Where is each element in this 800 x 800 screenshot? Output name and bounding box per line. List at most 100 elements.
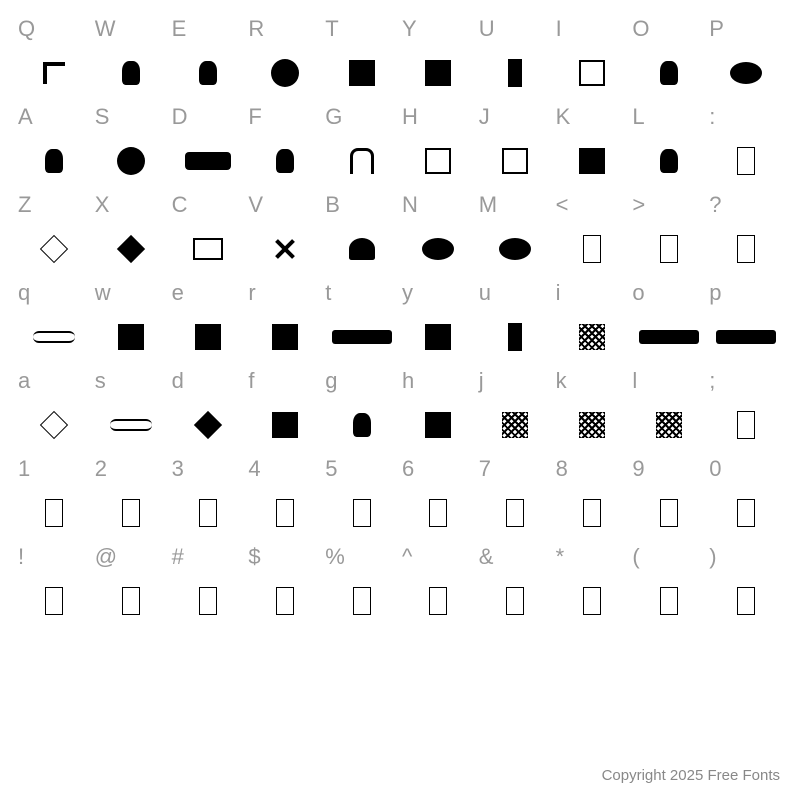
- char-label-text: g: [325, 368, 337, 394]
- glyph-cell: [400, 46, 477, 100]
- char-label: r: [246, 276, 323, 310]
- char-label-text: ;: [709, 368, 715, 394]
- sq-frame-ornament-icon: [425, 148, 451, 174]
- char-label-text: I: [556, 16, 562, 42]
- char-label-text: <: [556, 192, 569, 218]
- char-label: ^: [400, 540, 477, 574]
- glyph-cell: [170, 398, 247, 452]
- sq-ornament-icon: [272, 412, 298, 438]
- glyph-cell: [16, 398, 93, 452]
- char-label-text: a: [18, 368, 30, 394]
- char-label-text: D: [172, 104, 188, 130]
- glyph-cell: [93, 310, 170, 364]
- glyph-cell: [630, 310, 707, 364]
- char-label-text: A: [18, 104, 33, 130]
- glyph-cell: [707, 310, 784, 364]
- sq-ornament-icon: [195, 324, 221, 350]
- glyph-cell: [707, 486, 784, 540]
- char-label: Q: [16, 12, 93, 46]
- glyph-cell: [477, 486, 554, 540]
- char-label-text: P: [709, 16, 724, 42]
- glyph-cell: [400, 134, 477, 188]
- glyph-cell: [93, 222, 170, 276]
- char-label-text: G: [325, 104, 342, 130]
- glyph-cell: [477, 310, 554, 364]
- char-label: Y: [400, 12, 477, 46]
- glyph-cell: [246, 222, 323, 276]
- char-label: L: [630, 100, 707, 134]
- glyph-cell: [554, 222, 631, 276]
- bird-ornament-icon: [199, 61, 217, 85]
- char-label: ): [707, 540, 784, 574]
- glyph-cell: [400, 486, 477, 540]
- glyph-cell: [93, 398, 170, 452]
- char-label-text: %: [325, 544, 345, 570]
- glyph-cell: [707, 574, 784, 628]
- char-label: o: [630, 276, 707, 310]
- char-label-text: 0: [709, 456, 721, 482]
- arch-ornament-icon: [350, 148, 374, 174]
- empty-glyph-icon: [429, 499, 447, 527]
- sq-ornament-icon: [579, 148, 605, 174]
- char-label: 1: [16, 452, 93, 486]
- char-label: >: [630, 188, 707, 222]
- flourish-ornament-icon: [110, 415, 152, 435]
- char-label-text: U: [479, 16, 495, 42]
- bird-ornament-icon: [122, 61, 140, 85]
- char-label-text: (: [632, 544, 639, 570]
- char-label: *: [554, 540, 631, 574]
- char-label: D: [170, 100, 247, 134]
- frame-rect-ornament-icon: [193, 238, 223, 260]
- glyph-cell: [170, 574, 247, 628]
- char-label-text: r: [248, 280, 255, 306]
- sq-ornament-icon: [425, 60, 451, 86]
- glyph-cell: [93, 134, 170, 188]
- glyph-cell: [554, 310, 631, 364]
- thin-wide-ornament-icon: [639, 330, 699, 344]
- bird-ornament-icon: [45, 149, 63, 173]
- glyph-cell: [400, 310, 477, 364]
- glyph-cell: [630, 222, 707, 276]
- empty-glyph-icon: [353, 499, 371, 527]
- char-label: 3: [170, 452, 247, 486]
- char-label: e: [170, 276, 247, 310]
- char-label-text: d: [172, 368, 184, 394]
- glyph-cell: [16, 222, 93, 276]
- oval-ornament-icon: [422, 238, 454, 260]
- glyph-cell: [323, 134, 400, 188]
- char-label-text: F: [248, 104, 261, 130]
- char-label: 9: [630, 452, 707, 486]
- char-label: i: [554, 276, 631, 310]
- glyph-cell: [707, 134, 784, 188]
- empty-glyph-icon: [276, 499, 294, 527]
- char-label-text: H: [402, 104, 418, 130]
- bird-ornament-icon: [660, 61, 678, 85]
- oval-ornament-icon: [730, 62, 762, 84]
- empty-glyph-icon: [506, 587, 524, 615]
- glyph-cell: [323, 574, 400, 628]
- empty-glyph-icon: [353, 587, 371, 615]
- char-label-text: y: [402, 280, 413, 306]
- char-label: O: [630, 12, 707, 46]
- char-label: 5: [323, 452, 400, 486]
- char-label: 2: [93, 452, 170, 486]
- glyph-cell: [554, 46, 631, 100]
- char-label-text: h: [402, 368, 414, 394]
- char-label-text: ): [709, 544, 716, 570]
- char-label-text: *: [556, 544, 565, 570]
- char-label-text: 2: [95, 456, 107, 482]
- char-label: g: [323, 364, 400, 398]
- char-label-text: >: [632, 192, 645, 218]
- char-label: P: [707, 12, 784, 46]
- empty-glyph-icon: [45, 499, 63, 527]
- char-label: 7: [477, 452, 554, 486]
- pattern-ornament-icon: [656, 412, 682, 438]
- empty-glyph-icon: [276, 587, 294, 615]
- glyph-cell: [554, 486, 631, 540]
- wide-ornament-icon: [185, 152, 231, 170]
- glyph-cell: [630, 398, 707, 452]
- cross-ornament-icon: [273, 237, 297, 261]
- medallion-ornament-icon: [271, 59, 299, 87]
- char-label-text: p: [709, 280, 721, 306]
- empty-glyph-icon: [583, 499, 601, 527]
